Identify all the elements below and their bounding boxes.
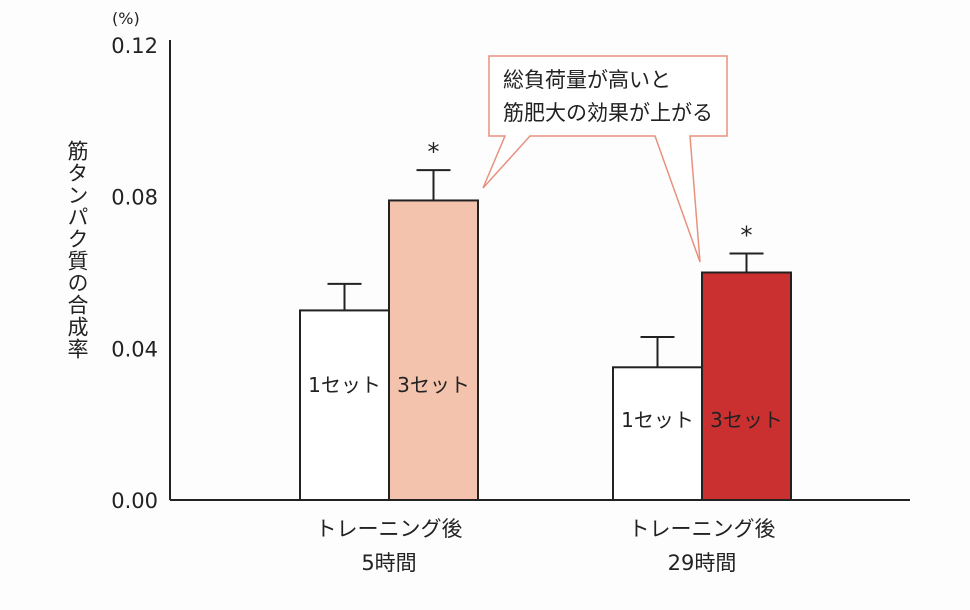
y-axis-label: 筋タンパク質の合成率: [65, 140, 89, 360]
bar-label: 3セット: [710, 408, 783, 432]
bar: [701, 271, 792, 501]
bar-label: 3セット: [397, 373, 470, 397]
bar-label: 1セット: [621, 408, 694, 432]
y-tick-label: 0.00: [111, 489, 158, 513]
bar: [299, 309, 390, 501]
bar-label: 1セット: [308, 373, 381, 397]
x-category-sublabel: 29時間: [668, 551, 737, 575]
annotation-line2: 筋肥大の効果が上がる: [503, 101, 713, 125]
annotation-callout: 総負荷量が高いと 筋肥大の効果が上がる: [489, 56, 727, 136]
y-tick-label: 0.12: [111, 34, 158, 58]
annotation-line1: 総負荷量が高いと: [503, 68, 671, 92]
x-category-label: トレーニング後: [629, 517, 776, 541]
y-tick-label: 0.08: [111, 186, 158, 210]
bar: [612, 366, 703, 501]
x-category-label: トレーニング後: [316, 517, 463, 541]
x-category-sublabel: 5時間: [361, 551, 416, 575]
bar: [388, 199, 479, 501]
unit-label: (%): [112, 9, 140, 28]
annotation-box: [482, 55, 728, 263]
significance-marker: *: [741, 222, 753, 250]
significance-marker: *: [428, 138, 440, 166]
y-tick-label: 0.04: [111, 337, 158, 361]
